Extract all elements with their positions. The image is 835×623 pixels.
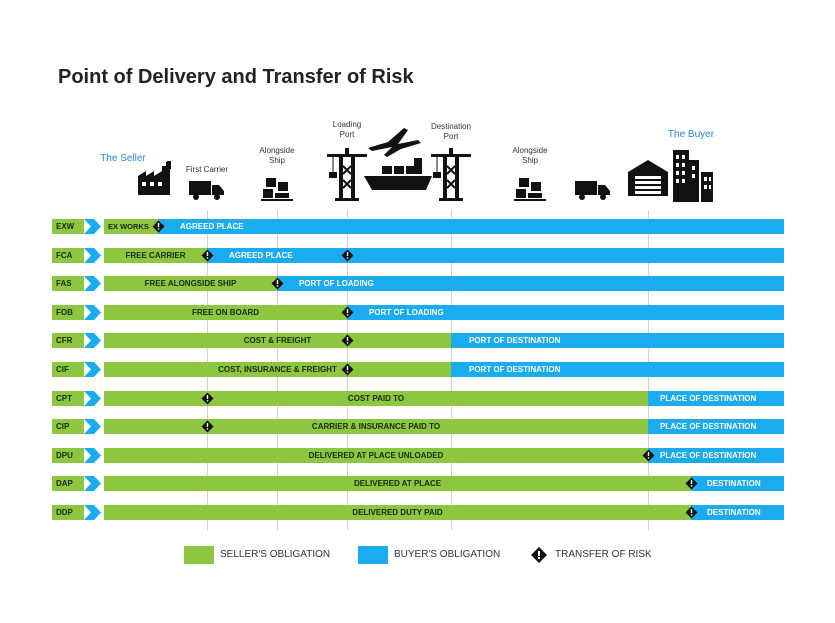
term-row-cif: CIF COST, INSURANCE & FREIGHT PORT OF DEST… bbox=[52, 362, 784, 377]
legend-risk-marker-icon bbox=[531, 547, 547, 563]
buyer-obligation-bar: PLACE OF DESTINATION bbox=[648, 447, 784, 463]
term-row-fca: FCA FREE CARRIER AGREED PLACE bbox=[52, 247, 784, 263]
term-code: DPU bbox=[52, 447, 84, 463]
term-code: FOB bbox=[52, 304, 84, 320]
buyer-obligation-bar: PORT OF DESTINATION bbox=[451, 362, 784, 377]
ship-plane-icon bbox=[360, 120, 436, 205]
boxes-icon bbox=[260, 174, 294, 207]
chevron-right-icon bbox=[84, 304, 101, 320]
chevron-right-icon bbox=[84, 419, 101, 435]
transfer-of-risk-marker-icon bbox=[201, 420, 213, 433]
point-label: Loading Port bbox=[332, 120, 362, 139]
legend-risk-label: TRANSFER OF RISK bbox=[555, 549, 652, 560]
seller-obligation-bar: DELIVERED DUTY PAID bbox=[104, 505, 691, 520]
boxes-icon bbox=[513, 174, 547, 207]
chevron-right-icon bbox=[84, 362, 101, 377]
point-label: Destination Port bbox=[430, 122, 472, 141]
seller-obligation-bar: FREE ON BOARD bbox=[104, 304, 347, 320]
term-code: FAS bbox=[52, 276, 84, 292]
term-code: CIP bbox=[52, 419, 84, 435]
transfer-of-risk-marker-icon bbox=[685, 477, 697, 490]
buyer-obligation-bar: PORT OF LOADING bbox=[347, 304, 784, 320]
chevron-right-icon bbox=[84, 447, 101, 463]
buyer-obligation-bar: PORT OF DESTINATION bbox=[451, 333, 784, 349]
transfer-of-risk-marker-icon bbox=[201, 249, 213, 262]
seller-obligation-bar: EX WORKS bbox=[104, 219, 158, 234]
seller-obligation-bar: FREE CARRIER bbox=[104, 247, 207, 263]
seller-obligation-bar: COST & FREIGHT bbox=[104, 333, 451, 349]
term-code: CIF bbox=[52, 362, 84, 377]
term-code: FCA bbox=[52, 247, 84, 263]
seller-obligation-bar: FREE ALONGSIDE SHIP bbox=[104, 276, 277, 292]
term-row-cfr: CFR COST & FREIGHT PORT OF DESTINATION bbox=[52, 333, 784, 349]
term-row-dap: DAP DELIVERED AT PLACE DESTINATION bbox=[52, 476, 784, 492]
buyer-obligation-bar: AGREED PLACE bbox=[207, 247, 784, 263]
crane-icon bbox=[429, 146, 473, 207]
buyer-obligation-bar: PLACE OF DESTINATION bbox=[648, 419, 784, 435]
page-title: Point of Delivery and Transfer of Risk bbox=[58, 66, 414, 88]
term-row-exw: EXW EX WORKS AGREED PLACE bbox=[52, 219, 784, 234]
point-label: The Seller bbox=[100, 153, 146, 164]
term-row-cip: CIP CARRIER & INSURANCE PAID TO PLACE OF D… bbox=[52, 419, 784, 435]
chevron-right-icon bbox=[84, 505, 101, 520]
buyer-obligation-bar: DESTINATION bbox=[691, 476, 784, 492]
term-row-dpu: DPU DELIVERED AT PLACE UNLOADED PLACE OF D… bbox=[52, 447, 784, 463]
warehouse-icon bbox=[626, 158, 670, 203]
term-row-cpt: CPT COST PAID TO PLACE OF DESTINATION bbox=[52, 390, 784, 406]
factory-icon bbox=[136, 160, 180, 201]
transfer-of-risk-marker-icon bbox=[341, 306, 353, 319]
point-label: Alongside Ship bbox=[259, 146, 295, 165]
legend-buyer-swatch bbox=[358, 546, 388, 564]
chevron-right-icon bbox=[84, 276, 101, 292]
buildings-icon bbox=[667, 146, 715, 207]
transfer-of-risk-marker-icon bbox=[152, 220, 164, 233]
buyer-obligation-bar: DESTINATION bbox=[691, 505, 784, 520]
legend-seller-label: SELLER'S OBLIGATION bbox=[220, 549, 331, 560]
chevron-right-icon bbox=[84, 219, 101, 234]
buyer-obligation-bar: PLACE OF DESTINATION bbox=[648, 390, 784, 406]
seller-obligation-bar: DELIVERED AT PLACE bbox=[104, 476, 691, 492]
truck-icon bbox=[188, 178, 226, 207]
chevron-right-icon bbox=[84, 333, 101, 349]
seller-obligation-bar: COST, INSURANCE & FREIGHT bbox=[104, 362, 451, 377]
term-code: DAP bbox=[52, 476, 84, 492]
term-row-ddp: DDP DELIVERED DUTY PAID DESTINATION bbox=[52, 505, 784, 520]
term-row-fob: FOB FREE ON BOARD PORT OF LOADING bbox=[52, 304, 784, 320]
term-code: DDP bbox=[52, 505, 84, 520]
legend-buyer-label: BUYER'S OBLIGATION bbox=[394, 549, 501, 560]
legend-seller-swatch bbox=[184, 546, 214, 564]
chevron-right-icon bbox=[84, 476, 101, 492]
point-label: Alongside Ship bbox=[512, 146, 548, 165]
point-label: First Carrier bbox=[185, 165, 229, 174]
seller-obligation-bar: CARRIER & INSURANCE PAID TO bbox=[104, 419, 648, 435]
transfer-of-risk-marker-icon bbox=[341, 363, 353, 376]
chevron-right-icon bbox=[84, 247, 101, 263]
chevron-right-icon bbox=[84, 390, 101, 406]
transfer-of-risk-marker-icon bbox=[201, 392, 213, 405]
buyer-obligation-bar: PORT OF LOADING bbox=[277, 276, 784, 292]
transfer-of-risk-marker-icon bbox=[271, 277, 283, 290]
buyer-obligation-bar: AGREED PLACE bbox=[158, 219, 784, 234]
seller-obligation-bar: DELIVERED AT PLACE UNLOADED bbox=[104, 447, 648, 463]
term-code: CPT bbox=[52, 390, 84, 406]
transfer-of-risk-marker-icon bbox=[341, 249, 353, 262]
truck-icon bbox=[574, 178, 612, 207]
crane-icon bbox=[325, 146, 369, 207]
term-row-fas: FAS FREE ALONGSIDE SHIP PORT OF LOADING bbox=[52, 276, 784, 292]
term-code: CFR bbox=[52, 333, 84, 349]
transfer-of-risk-marker-icon bbox=[642, 449, 654, 462]
transfer-of-risk-marker-icon bbox=[341, 334, 353, 347]
point-label: The Buyer bbox=[667, 129, 715, 140]
term-code: EXW bbox=[52, 219, 84, 234]
transfer-of-risk-marker-icon bbox=[685, 506, 697, 519]
seller-obligation-bar: COST PAID TO bbox=[104, 390, 648, 406]
